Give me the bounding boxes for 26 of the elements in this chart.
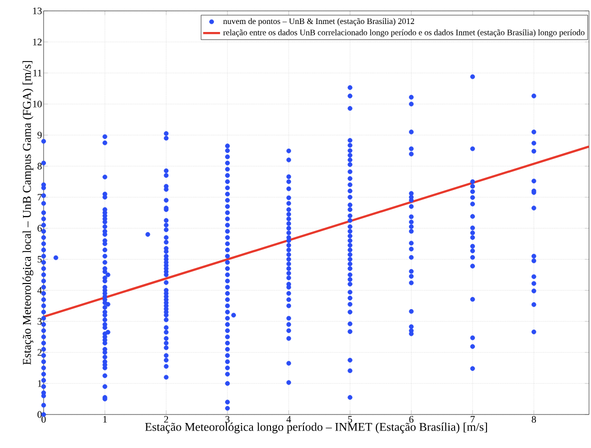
y-tick-label: 12 (33, 38, 42, 46)
y-tick-label: 5 (38, 256, 42, 262)
x-tick-label: 5 (348, 416, 352, 422)
x-tick-label: 7 (470, 416, 475, 422)
y-tick-label: 13 (33, 7, 42, 14)
y-tick-label: 1 (38, 380, 42, 387)
y-tick-label: 7 (38, 194, 42, 200)
y-tick-label: 11 (33, 70, 42, 76)
y-tick-label: 0 (38, 411, 42, 418)
x-tick-label: 6 (409, 416, 414, 423)
x-axis-title: Estação Meteorológica longo período – INMET (Estação Brasília) [m/s] (145, 422, 487, 434)
x-tick-label: 1 (103, 416, 107, 422)
y-tick-label: 3 (38, 318, 42, 325)
legend-label: nuvem de pontos – UnB & Inmet (estação Brasília) 2012 (223, 18, 414, 26)
y-tick-label: 2 (38, 349, 42, 356)
x-tick-label: 4 (286, 416, 292, 422)
y-tick-label: 6 (38, 224, 42, 232)
x-tick-label: 8 (532, 416, 536, 423)
y-tick-label: 4 (37, 286, 42, 294)
legend-label: relação entre os dados UnB correlacionado longo período e os dados Inmet (estação Brasília) longo período (223, 29, 584, 37)
y-tick-label: 9 (37, 132, 42, 138)
x-tick-label: 2 (164, 416, 168, 422)
y-axis-title: Estação Meteorológica local – UnB Campus Gama (FGA) [m/s] (22, 61, 34, 365)
x-tick-label: 3 (225, 416, 230, 423)
y-tick-label: 8 (38, 162, 42, 170)
y-tick-label: 10 (33, 100, 42, 108)
